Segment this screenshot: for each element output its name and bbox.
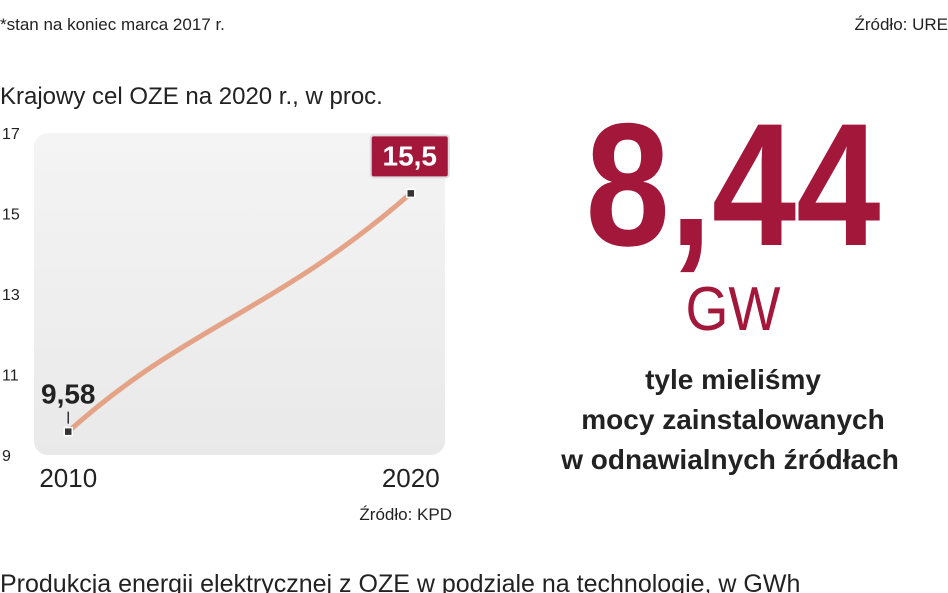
value-label-box bbox=[369, 134, 450, 179]
y-tick-label: 11 bbox=[2, 368, 19, 385]
stat-line: mocy zainstalowanych bbox=[581, 404, 884, 435]
value-label: 9,58 bbox=[41, 379, 96, 410]
x-tick-label: 2010 bbox=[39, 463, 97, 493]
stat-line: w odnawialnych źródłach bbox=[560, 444, 899, 475]
y-tick-label: 17 bbox=[2, 126, 20, 143]
footer: Produkcja energii elektrycznej z OZE w p… bbox=[0, 570, 800, 593]
note: *stan na koniec marca 2017 r. bbox=[0, 15, 225, 34]
source-top: Źródło: URE bbox=[854, 15, 948, 34]
stat-value: 8,44 bbox=[586, 88, 881, 283]
line bbox=[65, 190, 414, 435]
chart-source: Źródło: KPD bbox=[359, 505, 452, 524]
point bbox=[406, 188, 416, 199]
value-label: 15,5 bbox=[383, 140, 438, 171]
x-tick-label: 2020 bbox=[382, 463, 440, 493]
point bbox=[63, 426, 73, 437]
y-tick-label: 9 bbox=[2, 448, 11, 465]
stat-line: tyle mieliśmy bbox=[645, 364, 821, 395]
chart-title: Krajowy cel OZE na 2020 r., w proc. bbox=[0, 83, 383, 110]
y-tick-label: 15 bbox=[2, 207, 20, 224]
stat-unit: GW bbox=[686, 275, 781, 344]
y-tick-label: 13 bbox=[2, 287, 20, 304]
